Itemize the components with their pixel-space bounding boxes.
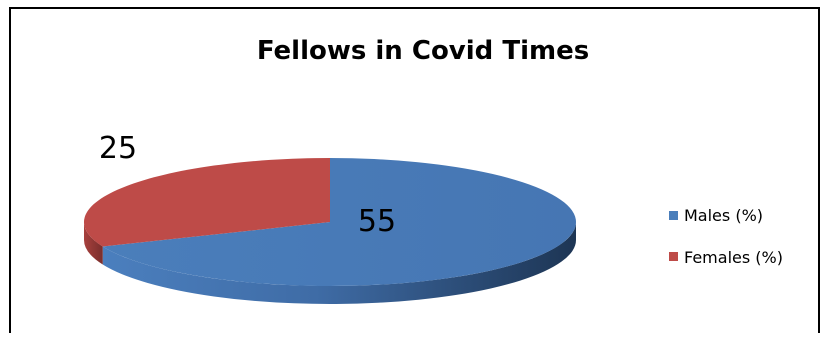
pie-slice-males xyxy=(102,158,576,287)
legend-label-males: Males (%) xyxy=(684,206,763,225)
legend-label-females: Females (%) xyxy=(684,248,783,267)
pie-group xyxy=(84,158,576,304)
legend-swatch-males xyxy=(669,211,678,220)
legend: Males (%) Females (%) xyxy=(669,206,783,267)
pie-side-males xyxy=(102,222,576,304)
legend-swatch-females xyxy=(669,252,678,261)
pie-side-females xyxy=(84,222,103,265)
data-label-females: 25 xyxy=(99,131,137,166)
data-label-males: 55 xyxy=(358,204,396,239)
pie-slice-females xyxy=(84,158,331,247)
chart-title: Fellows in Covid Times xyxy=(257,36,589,66)
